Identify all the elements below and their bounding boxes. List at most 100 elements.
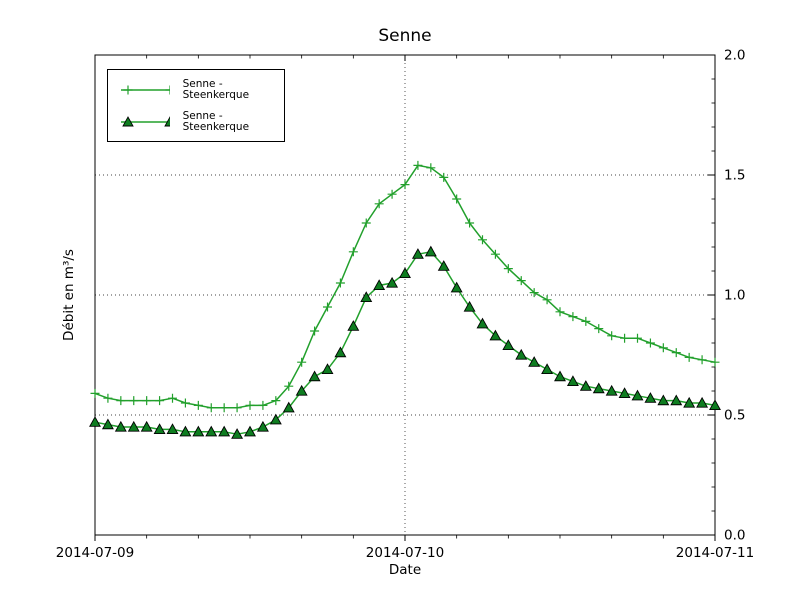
plus-marker [180, 398, 190, 408]
plus-marker [542, 295, 552, 305]
triangle-marker [579, 380, 592, 391]
plus-marker-line-sample-icon [121, 85, 170, 94]
plus-marker [503, 264, 513, 274]
plus-marker [219, 403, 229, 413]
legend-entry-plus: Senne - Steenkerque [118, 79, 274, 100]
plus-marker [206, 403, 216, 413]
plus-marker [645, 338, 655, 348]
triangle-marker [541, 363, 554, 375]
triangle-marker [269, 413, 282, 425]
triangle-marker [164, 116, 170, 126]
triangle-marker [463, 300, 476, 312]
plus-marker [413, 160, 423, 170]
triangle-marker [411, 248, 424, 259]
legend-label: Senne - Steenkerque [182, 78, 250, 101]
triangle-marker [334, 346, 347, 358]
plus-marker [697, 355, 707, 365]
plus-marker [465, 218, 475, 228]
legend-entry-triangle: Senne - Steenkerque [118, 111, 274, 132]
plus-marker [129, 396, 139, 406]
plus-marker [361, 218, 371, 228]
triangle-marker [554, 370, 566, 382]
triangle-marker [683, 396, 696, 408]
triangle-marker [321, 363, 334, 375]
triangle-marker [618, 387, 631, 399]
plus-marker [168, 393, 177, 403]
triangle-marker [205, 425, 218, 437]
plus-marker [142, 396, 152, 406]
chart-title: Senne [378, 26, 432, 46]
plus-marker [297, 357, 307, 367]
triangle-marker [101, 418, 114, 430]
triangle-marker [528, 356, 541, 367]
x-axis-label: Date [388, 562, 422, 578]
plus-marker [439, 172, 449, 182]
plus-marker [232, 403, 242, 413]
triangle-marker [502, 339, 515, 351]
plus-marker [271, 396, 281, 406]
plus-marker [348, 247, 358, 257]
y-tick-label: 0.5 [724, 408, 745, 424]
triangle-marker-line-sample-icon [121, 115, 170, 126]
plus-marker [400, 180, 410, 190]
y-tick-label: 1.5 [724, 168, 745, 184]
triangle-marker [244, 425, 256, 437]
triangle-marker [437, 260, 450, 271]
plus-marker [374, 199, 384, 209]
triangle-marker [386, 276, 399, 288]
triangle-marker [218, 425, 231, 437]
triangle-marker [360, 291, 373, 303]
y-tick-label: 1.0 [724, 288, 745, 304]
x-tick-label: 2014-07-10 [366, 545, 444, 561]
triangle-marker [696, 396, 709, 408]
triangle-marker [489, 329, 502, 341]
triangle-marker [592, 382, 605, 394]
plus-marker [671, 348, 681, 358]
triangle-marker [631, 389, 644, 401]
plus-marker [426, 163, 436, 173]
y-axis-label: Débit en m³/s [61, 249, 77, 341]
plus-marker [323, 302, 332, 312]
plus-marker [633, 333, 642, 343]
triangle-marker [308, 370, 321, 382]
triangle-marker [114, 420, 127, 432]
triangle-marker [670, 394, 683, 406]
triangle-marker [89, 416, 101, 427]
plus-marker [452, 194, 462, 204]
triangle-marker [605, 384, 618, 396]
plus-marker [594, 324, 604, 334]
triangle-marker [450, 281, 463, 293]
legend-label: Senne - Steenkerque [182, 110, 250, 133]
triangle-marker [347, 320, 360, 331]
y-tick-label: 2.0 [724, 48, 745, 64]
plus-marker [529, 288, 539, 298]
triangle-marker [122, 115, 134, 126]
triangle-marker [657, 394, 670, 406]
triangle-marker [140, 420, 153, 432]
plus-marker [335, 278, 345, 288]
plus-marker [684, 352, 694, 362]
triangle-marker [515, 348, 528, 360]
plus-marker [581, 316, 591, 326]
triangle-marker [295, 384, 308, 396]
triangle-marker [166, 423, 179, 435]
triangle-marker [231, 428, 244, 439]
y-tick-label: 0.0 [724, 528, 745, 544]
plus-marker [387, 189, 397, 199]
plus-marker [284, 381, 294, 391]
plus-marker [245, 400, 255, 410]
triangle-marker [709, 399, 721, 411]
plus-marker [103, 393, 113, 403]
triangle-marker [424, 245, 437, 257]
plus-marker [310, 326, 320, 336]
plus-marker [490, 249, 500, 259]
plus-marker [116, 396, 126, 406]
plus-marker [478, 235, 487, 245]
triangle-marker [476, 317, 489, 329]
triangle-marker [566, 375, 579, 387]
plus-marker [258, 400, 268, 410]
x-tick-label: 2014-07-09 [56, 545, 134, 561]
triangle-marker [153, 423, 166, 435]
